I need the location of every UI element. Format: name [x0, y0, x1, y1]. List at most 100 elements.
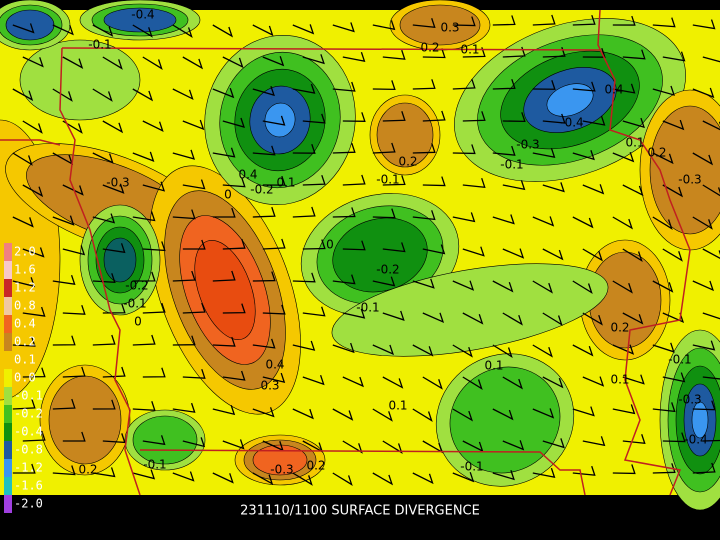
wind-barb	[262, 175, 286, 186]
wind-barb	[22, 184, 44, 198]
wind-barb	[452, 344, 473, 358]
wind-barb	[582, 248, 603, 262]
contour-label: -0.1	[356, 301, 379, 315]
wind-barb	[172, 24, 193, 38]
wind-barb	[572, 14, 596, 26]
wind-barb	[172, 88, 194, 101]
contour-fill	[48, 375, 122, 465]
wind-barb	[212, 147, 236, 158]
wind-barb	[12, 398, 36, 410]
legend-swatch	[4, 243, 12, 261]
wind-barb	[182, 179, 206, 190]
wind-barb	[12, 463, 36, 474]
state-borders	[0, 9, 691, 496]
wind-barb	[172, 209, 196, 220]
wind-barb	[572, 280, 593, 294]
wind-barb	[652, 342, 675, 353]
wind-barb	[612, 404, 636, 415]
wind-barb	[532, 408, 555, 419]
wind-barb	[262, 115, 286, 126]
wind-barb	[22, 247, 45, 258]
contour-fill	[103, 237, 137, 283]
legend-label: 0.2	[14, 335, 36, 349]
wind-barb	[292, 83, 316, 94]
contour-label: 0.2	[398, 155, 417, 169]
wind-barb	[572, 344, 594, 357]
wind-barb	[62, 245, 86, 256]
contour-label: -0.3	[270, 463, 293, 477]
wind-barb	[452, 408, 473, 422]
wind-barb	[212, 336, 236, 347]
wind-barb	[692, 216, 713, 230]
wind-barb	[62, 366, 86, 378]
contour-label: -0.2	[376, 263, 399, 277]
wind-barb	[452, 16, 476, 27]
wind-barb	[92, 467, 116, 478]
legend-swatch	[4, 459, 12, 477]
contour-label: -0.3	[678, 173, 701, 187]
wind-barb	[532, 14, 556, 26]
wind-barb	[332, 81, 356, 92]
wind-barb	[612, 15, 636, 26]
border	[59, 47, 141, 496]
wind-barb	[92, 24, 114, 37]
wind-barb	[172, 335, 196, 346]
wind-barb	[62, 120, 83, 134]
wind-barb	[572, 216, 594, 229]
wind-barb	[412, 344, 434, 357]
wind-barb	[102, 433, 126, 444]
legend-label: -0.2	[14, 407, 43, 421]
wind-barb	[692, 280, 715, 292]
wind-barb	[262, 56, 285, 67]
wind-barb	[542, 376, 564, 389]
legend-label: 0.8	[14, 299, 36, 313]
wind-barb	[332, 274, 356, 285]
wind-barb	[412, 79, 436, 90]
wind-barb	[382, 175, 406, 186]
wind-barb	[342, 376, 364, 388]
wind-barb	[252, 85, 275, 97]
wind-barb	[92, 213, 116, 224]
wind-barb	[92, 399, 116, 410]
legend-swatch	[4, 351, 12, 369]
wind-barb	[612, 152, 635, 163]
contour-label: 0	[134, 315, 142, 329]
contour-fill	[376, 102, 434, 168]
wind-barb	[702, 376, 720, 380]
wind-barb	[652, 216, 673, 230]
wind-barb	[332, 207, 356, 218]
wind-barb	[412, 18, 436, 29]
wind-barb	[422, 376, 443, 390]
contour-fill	[19, 39, 141, 121]
wind-barb	[492, 344, 513, 358]
wind-barb	[252, 24, 274, 37]
wind-barb	[302, 239, 326, 250]
wind-barb	[102, 303, 126, 314]
wind-barb	[582, 47, 606, 58]
wind-barb	[92, 273, 116, 284]
wind-barb	[702, 120, 720, 131]
wind-barb	[372, 344, 395, 356]
wind-barb	[132, 88, 154, 102]
wind-barb	[172, 270, 196, 282]
contour-label: 0	[326, 238, 334, 252]
wind-barb	[662, 119, 685, 131]
legend-swatch	[4, 333, 12, 351]
wind-barb	[462, 312, 484, 325]
wind-barb	[142, 56, 163, 70]
wind-barb	[332, 342, 355, 354]
wind-barb	[212, 24, 234, 38]
wind-barb	[342, 174, 366, 186]
wind-barb	[502, 112, 526, 123]
wind-barb	[692, 400, 716, 411]
contour-label: 0.1	[276, 176, 295, 190]
contour-fill	[546, 83, 594, 117]
wind-barb	[132, 469, 156, 480]
wind-barb	[412, 278, 435, 289]
wind-barb	[142, 302, 166, 314]
wind-barb	[462, 376, 483, 390]
wind-barb	[92, 152, 114, 164]
contour-fill	[331, 263, 609, 357]
contour-label: 0.1	[625, 136, 644, 150]
